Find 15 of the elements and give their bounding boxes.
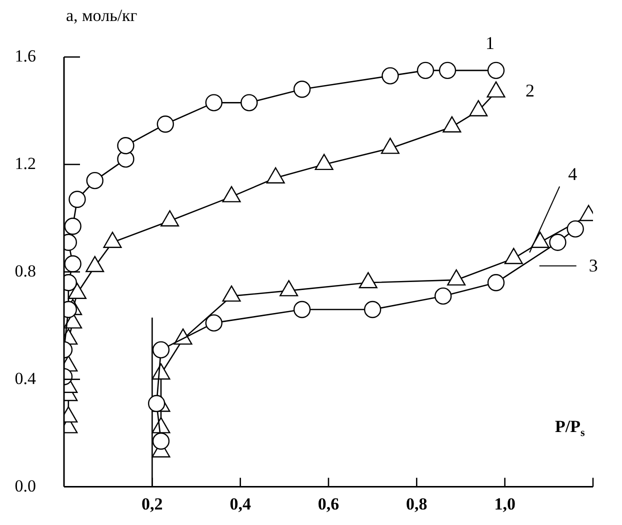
- y-tick-label: 0.8: [14, 261, 36, 280]
- y-tick-label: 0.0: [14, 476, 36, 496]
- x-tick-label: 0,6: [318, 494, 340, 514]
- legend-label: 3: [588, 256, 598, 276]
- x-tick-label: 0,4: [230, 494, 252, 514]
- series-label: 4: [568, 164, 578, 184]
- x-tick-label: 0,8: [406, 494, 428, 514]
- series-label: 2: [526, 80, 535, 101]
- y-axis-title: a, моль/кг: [66, 6, 138, 25]
- y-tick-label: 0.4: [14, 368, 36, 388]
- y-tick-label: 1.6: [14, 46, 36, 66]
- x-tick-label: 1,0: [494, 494, 516, 514]
- series-label: 1: [486, 33, 495, 54]
- y-tick-label: 1.2: [14, 154, 36, 173]
- x-tick-label: 0,2: [142, 494, 163, 514]
